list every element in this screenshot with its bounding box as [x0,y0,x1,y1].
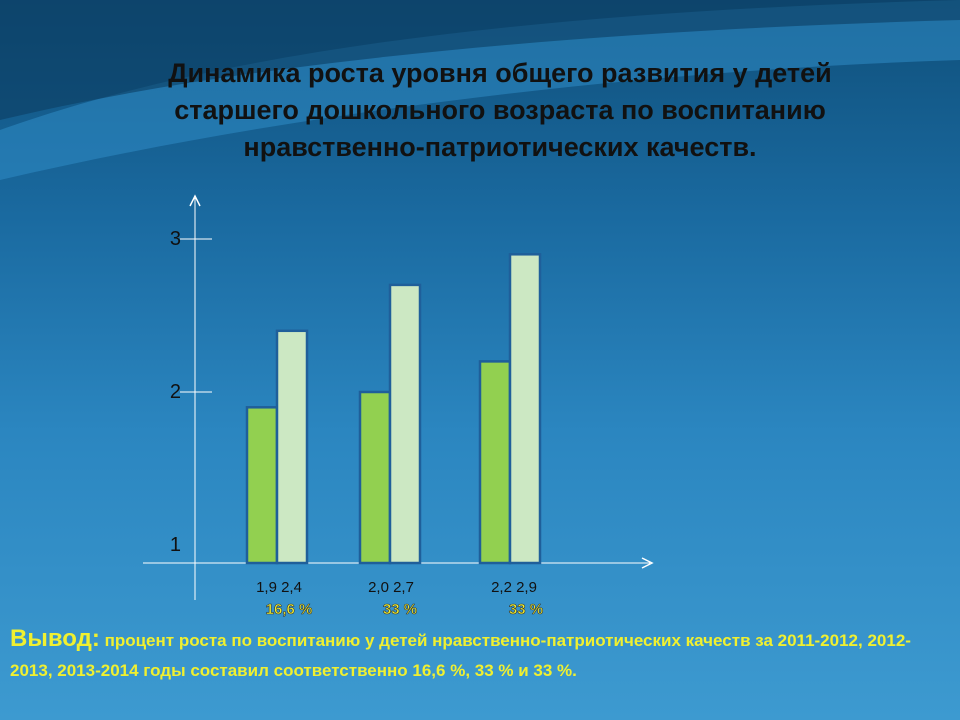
percent-label: 33 % [383,601,417,618]
page-title: Динамика роста уровня общего развития у … [60,55,940,166]
conclusion-text: процент роста по воспитанию у детей нрав… [10,631,911,680]
y-tick-label: 1 [170,534,181,556]
bar [275,329,309,565]
value-label: 2,2 2,9 [491,579,537,596]
value-label: 1,9 2,4 [256,579,302,596]
title-line-1: Динамика роста уровня общего развития у … [168,58,832,88]
bar [388,283,422,565]
y-axis-arrow [189,194,201,207]
bar [508,253,542,565]
bar [245,406,279,565]
x-axis-arrow [641,557,654,569]
conclusion-lead: Вывод: [10,625,100,652]
title-line-3: нравственно-патриотических качеств. [243,132,757,162]
y-tick-label: 2 [170,381,181,403]
y-tick-label: 3 [170,228,181,250]
title-line-2: старшего дошкольного возраста по воспита… [174,95,826,125]
bar [358,390,392,565]
bar [478,360,512,565]
percent-label: 33 % [509,601,543,618]
conclusion: Вывод: процент роста по воспитанию у дет… [10,624,950,686]
percent-label: 16,6 % [266,601,313,618]
value-label: 2,0 2,7 [368,579,414,596]
